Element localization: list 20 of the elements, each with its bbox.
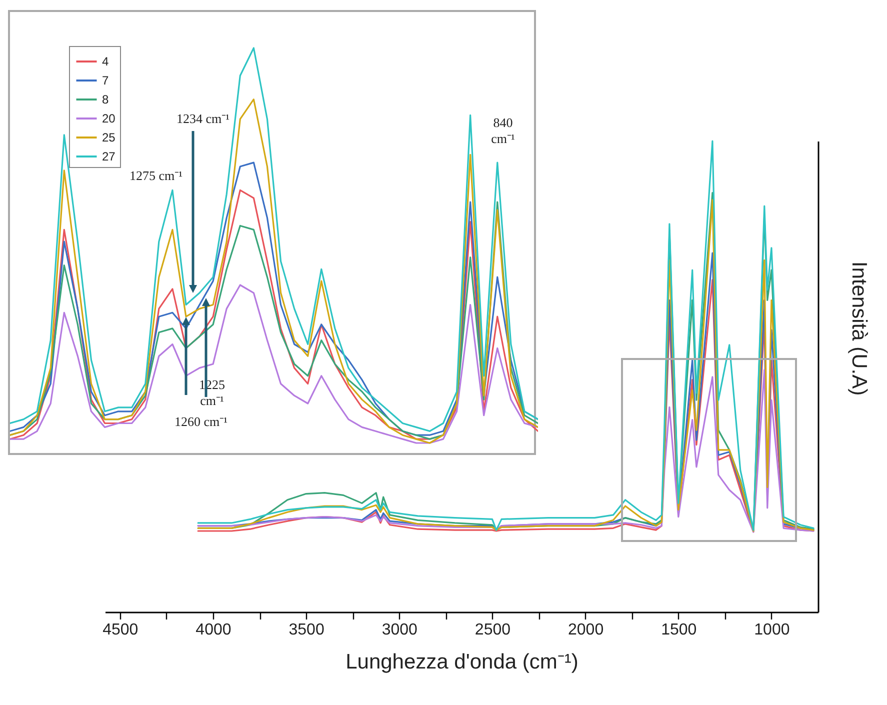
x-tick-label: 2000 xyxy=(568,622,604,638)
x-tick-label: 2500 xyxy=(474,622,511,638)
annotation: 1275 cm⁻¹ xyxy=(129,168,183,184)
annotation: 840 cm⁻¹ xyxy=(491,115,515,147)
legend-label: 20 xyxy=(102,112,116,126)
x-tick-label: 3000 xyxy=(382,622,418,638)
y-axis-title: Intensità (U.A) xyxy=(848,261,870,396)
x-axis-title: Lunghezza d'onda (cm⁻¹) xyxy=(346,650,578,674)
legend-label: 8 xyxy=(102,92,109,106)
x-tick-label: 1500 xyxy=(661,622,697,638)
annotation: 1260 cm⁻¹ xyxy=(174,414,228,430)
legend-label: 4 xyxy=(102,54,109,68)
x-tick-label: 4500 xyxy=(102,622,138,638)
x-tick-label: 1000 xyxy=(754,622,790,638)
legend-label: 7 xyxy=(102,74,109,88)
legend-label: 27 xyxy=(102,150,116,164)
x-tick-label: 4000 xyxy=(196,622,232,638)
legend-label: 25 xyxy=(102,130,116,144)
annotation: 1234 cm⁻¹ xyxy=(176,111,230,127)
x-tick-label: 3500 xyxy=(288,622,324,638)
